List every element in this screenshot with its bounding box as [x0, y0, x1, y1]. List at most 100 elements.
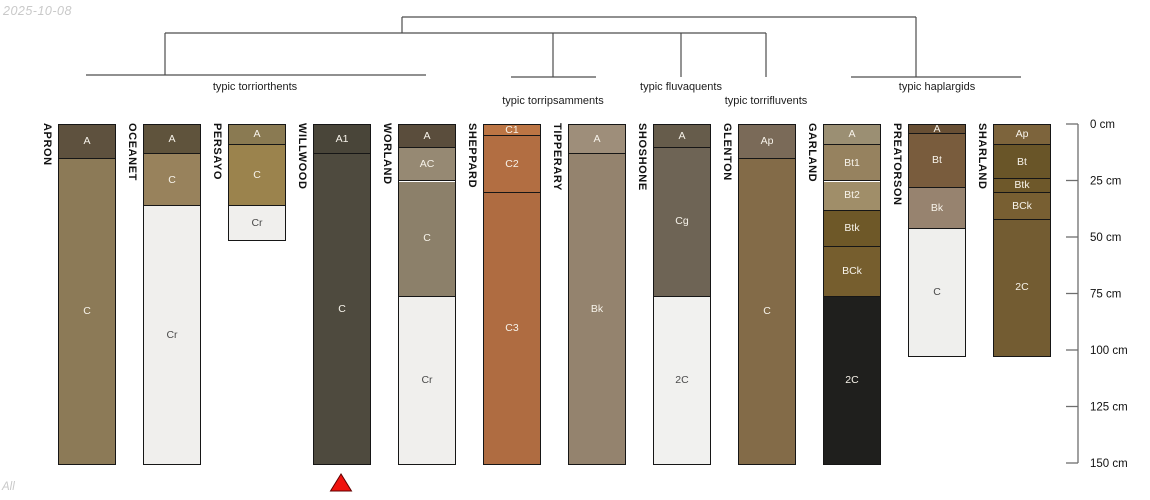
profile-name-label: SHARLAND	[976, 123, 988, 190]
horizon-sheppard-c1: C1	[484, 123, 540, 137]
horizon-sheppard-c3: C3	[484, 192, 540, 464]
profile-name-label: SHOSHONE	[636, 123, 648, 191]
depth-tick-label: 150 cm	[1090, 458, 1128, 470]
horizon-label: Ap	[1015, 128, 1029, 141]
horizon-label: BCk	[842, 265, 862, 278]
depth-tick-label: 125 cm	[1090, 402, 1128, 414]
horizon-sheppard-c2: C2	[484, 136, 540, 193]
horizon-shoshone-cg: Cg	[654, 147, 710, 297]
horizon-garland-2c: 2C	[824, 296, 880, 464]
horizon-label: C	[253, 169, 261, 182]
horizon-label: A	[423, 129, 431, 142]
horizon-tipperary-bk: Bk	[569, 154, 625, 464]
horizon-oceanet-c: C	[144, 154, 200, 207]
horizon-willwood-a1: A1	[314, 125, 370, 155]
profile-name-label: SHEPPARD	[466, 123, 478, 189]
horizon-label: A	[933, 122, 941, 135]
horizon-label: C	[423, 232, 431, 245]
horizon-sharland-btk: Btk	[994, 179, 1050, 193]
cluster-label: typic torripsamments	[502, 95, 604, 107]
profile-column-worland: A AC C Cr	[398, 124, 456, 465]
horizon-oceanet-cr: Cr	[144, 206, 200, 464]
horizon-worland-ac: AC	[399, 147, 455, 182]
horizon-label: Cg	[675, 215, 689, 228]
horizon-label: Bt	[1017, 155, 1027, 168]
horizon-label: Bk	[590, 302, 604, 315]
horizon-apron-a: A	[59, 125, 115, 159]
horizon-garland-a: A	[824, 125, 880, 146]
depth-tick-label: 75 cm	[1090, 289, 1121, 301]
horizon-sharland-bt: Bt	[994, 145, 1050, 180]
profile-column-garland: A Bt1 Bt2 Btk BCk 2C	[823, 124, 881, 465]
profile-name-label: PERSAYO	[211, 123, 223, 180]
profile-column-shoshone: A Cg 2C	[653, 124, 711, 465]
profile-column-sharland: Ap Bt Btk BCk 2C	[993, 124, 1051, 357]
profile-name-label: WORLAND	[381, 123, 393, 185]
depth-tick-label: 50 cm	[1090, 232, 1121, 244]
profile-column-preatorson: A Bt Bk C	[908, 124, 966, 357]
horizon-label: A	[168, 132, 176, 145]
horizon-label: C	[763, 305, 771, 318]
profile-name-label: PREATORSON	[891, 123, 903, 206]
horizon-label: Ap	[760, 135, 774, 148]
horizon-label: Bt	[932, 154, 942, 167]
horizon-sharland-2c: 2C	[994, 219, 1050, 356]
horizon-label: A	[678, 129, 686, 142]
horizon-glenton-ap: Ap	[739, 125, 795, 159]
horizon-sharland-bck: BCk	[994, 192, 1050, 220]
horizon-label: Btk	[844, 222, 860, 235]
horizon-label: C1	[505, 123, 519, 136]
horizon-label: 2C	[1015, 281, 1029, 294]
horizon-label: Bt2	[844, 189, 860, 202]
horizon-persayo-cr: Cr	[229, 206, 285, 241]
horizon-persayo-c: C	[229, 145, 285, 207]
horizon-label: A	[593, 132, 601, 145]
horizon-preatorson-c: C	[909, 228, 965, 356]
depth-tick-label: 100 cm	[1090, 345, 1128, 357]
horizon-label: BCk	[1012, 199, 1032, 212]
horizon-preatorson-bk: Bk	[909, 188, 965, 229]
cluster-label: typic torriorthents	[213, 81, 298, 93]
horizon-garland-bt1: Bt1	[824, 145, 880, 182]
horizon-label: Cr	[166, 328, 178, 341]
horizon-garland-bck: BCk	[824, 247, 880, 297]
cluster-label: typic haplargids	[899, 81, 976, 93]
horizon-garland-bt2: Bt2	[824, 181, 880, 211]
profile-name-label: APRON	[41, 123, 53, 166]
horizon-apron-c: C	[59, 158, 115, 464]
horizon-willwood-c: C	[314, 154, 370, 464]
profile-name-label: OCEANET	[126, 123, 138, 181]
horizon-label: Cr	[421, 374, 433, 387]
horizon-glenton-c: C	[739, 158, 795, 464]
horizon-worland-c: C	[399, 181, 455, 297]
horizon-label: Bk	[930, 201, 944, 214]
horizon-worland-a: A	[399, 125, 455, 148]
horizon-shoshone-2c: 2C	[654, 296, 710, 464]
horizon-label: AC	[419, 157, 435, 170]
horizon-label: Bt1	[844, 156, 860, 169]
horizon-label: A	[83, 135, 91, 148]
marker-triangle	[329, 473, 353, 492]
horizon-label: C	[933, 285, 941, 298]
horizon-sharland-ap: Ap	[994, 125, 1050, 146]
horizon-label: 2C	[675, 374, 689, 387]
horizon-label: C	[83, 305, 91, 318]
horizon-label: C	[168, 173, 176, 186]
horizon-label: A1	[335, 132, 349, 145]
date-watermark: 2025-10-08	[3, 4, 72, 18]
profile-column-willwood: A1 C	[313, 124, 371, 465]
profile-column-sheppard: C1 C2 C3	[483, 124, 541, 465]
horizon-label: A	[253, 128, 261, 141]
group-watermark: All	[2, 481, 15, 493]
profile-column-oceanet: A C Cr	[143, 124, 201, 465]
horizon-garland-btk: Btk	[824, 210, 880, 248]
horizon-label: Btk	[1014, 179, 1030, 192]
horizon-label: A	[848, 128, 856, 141]
horizon-shoshone-a: A	[654, 125, 710, 148]
horizon-label: 2C	[845, 374, 859, 387]
horizon-label: C2	[505, 157, 519, 170]
horizon-tipperary-a: A	[569, 125, 625, 155]
horizon-label: Cr	[251, 217, 263, 230]
